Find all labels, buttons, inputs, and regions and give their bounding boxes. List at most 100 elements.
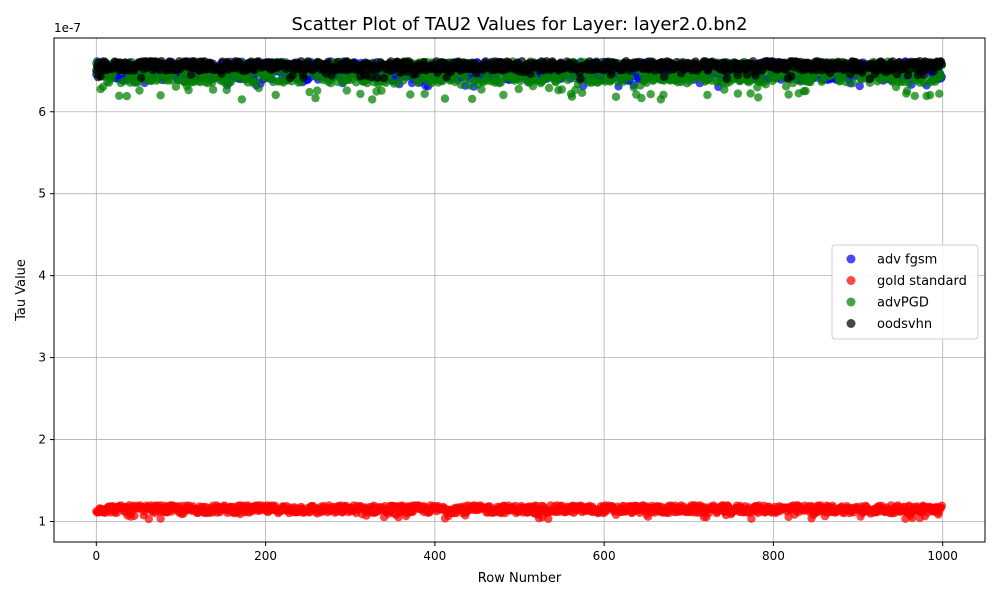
data-point [935, 89, 944, 98]
data-points [92, 57, 946, 524]
y-tick-label: 2 [38, 433, 46, 447]
x-tick-label: 1000 [927, 549, 958, 563]
legend-label: oodsvhn [877, 317, 932, 332]
data-point [660, 72, 669, 82]
data-point [936, 72, 946, 82]
data-point [733, 89, 743, 98]
data-point [115, 91, 124, 101]
y-tick-label: 3 [38, 351, 46, 365]
data-point [377, 86, 386, 95]
legend-marker [846, 254, 856, 264]
data-point [761, 80, 770, 89]
data-point [465, 81, 474, 90]
data-point [373, 73, 382, 83]
data-point [514, 84, 523, 94]
data-point [746, 89, 755, 98]
data-point [467, 94, 477, 104]
data-point [567, 92, 577, 101]
data-point [499, 90, 508, 100]
data-point [544, 83, 554, 93]
data-point [144, 514, 153, 524]
data-point [925, 90, 935, 100]
data-point [733, 70, 743, 80]
data-point [222, 85, 231, 95]
data-point [784, 90, 793, 99]
legend-marker [846, 297, 856, 307]
data-point [311, 93, 320, 103]
data-point [477, 85, 486, 94]
y-tick-label: 6 [38, 105, 46, 119]
data-point [313, 86, 322, 95]
legend: adv fgsm gold standard advPGD oodsvhn [831, 244, 979, 340]
data-point [299, 73, 308, 83]
data-point [462, 74, 471, 84]
data-point [557, 85, 566, 94]
data-point [440, 94, 450, 103]
x-tick-label: 600 [593, 549, 616, 563]
data-point [184, 85, 193, 95]
x-axis-label: Row Number [478, 571, 562, 586]
data-point [271, 90, 280, 100]
x-tick-label: 0 [92, 549, 100, 563]
data-point [577, 88, 587, 98]
data-point [637, 93, 646, 103]
data-point [801, 86, 810, 96]
data-point [626, 74, 635, 83]
data-point [703, 90, 712, 100]
data-point [908, 513, 917, 523]
data-point [902, 86, 912, 96]
legend-box [831, 244, 979, 340]
y-tick-label: 5 [38, 187, 46, 201]
data-point [659, 90, 668, 100]
data-point [305, 87, 314, 97]
data-point [156, 91, 165, 100]
data-point [937, 59, 946, 69]
data-point [368, 95, 377, 104]
data-point [135, 86, 144, 95]
data-point [842, 77, 851, 87]
data-point [208, 85, 218, 94]
data-point [237, 95, 247, 104]
series-gold-standard [92, 501, 946, 524]
data-point [646, 90, 655, 99]
data-point [781, 82, 791, 91]
x-tick-label: 400 [423, 549, 446, 563]
data-point [130, 511, 139, 520]
data-point [787, 72, 796, 81]
data-point [722, 74, 732, 83]
chart-title: Scatter Plot of TAU2 Values for Layer: l… [291, 14, 747, 35]
y-axis-label: Tau Value [14, 259, 29, 322]
legend-label: adv fgsm [877, 253, 937, 268]
data-point [420, 89, 429, 99]
data-point [171, 82, 181, 91]
data-point [611, 92, 621, 102]
data-point [848, 79, 858, 88]
series-oodsvhn [92, 57, 946, 84]
legend-marker [846, 276, 856, 285]
y-tick-label: 4 [38, 269, 46, 283]
legend-marker [846, 319, 856, 328]
data-point [379, 73, 389, 83]
data-point [743, 70, 752, 80]
data-point [406, 90, 415, 99]
y-tick-label: 1 [38, 515, 46, 529]
data-point [122, 91, 131, 101]
data-point [747, 514, 756, 523]
data-point [754, 93, 763, 102]
legend-label: advPGD [877, 296, 929, 311]
data-point [629, 83, 638, 92]
data-point [251, 77, 260, 86]
data-point [865, 74, 875, 84]
x-tick-label: 800 [762, 549, 785, 563]
data-point [456, 80, 466, 90]
data-point [186, 70, 196, 80]
grid [54, 38, 985, 542]
data-point [156, 514, 165, 523]
data-point [254, 83, 263, 93]
y-offset-text: 1e-7 [54, 21, 81, 35]
data-point [937, 501, 946, 510]
data-point [855, 81, 864, 91]
data-point [342, 86, 351, 95]
axis-ticks: 0 200 400 600 800 1000 1 2 3 4 5 6 [38, 105, 958, 563]
legend-label: gold standard [877, 274, 967, 289]
